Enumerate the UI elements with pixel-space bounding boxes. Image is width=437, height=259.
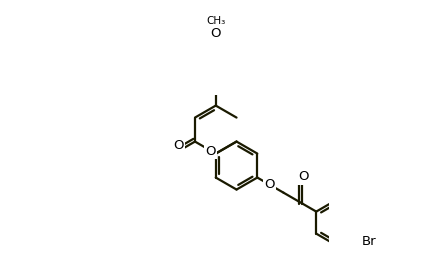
Text: CH₃: CH₃: [206, 16, 225, 26]
Text: O: O: [205, 145, 216, 157]
Text: O: O: [211, 27, 221, 40]
Text: O: O: [298, 170, 309, 183]
Text: O: O: [264, 178, 274, 191]
Text: Br: Br: [361, 235, 376, 248]
Text: O: O: [173, 139, 184, 152]
